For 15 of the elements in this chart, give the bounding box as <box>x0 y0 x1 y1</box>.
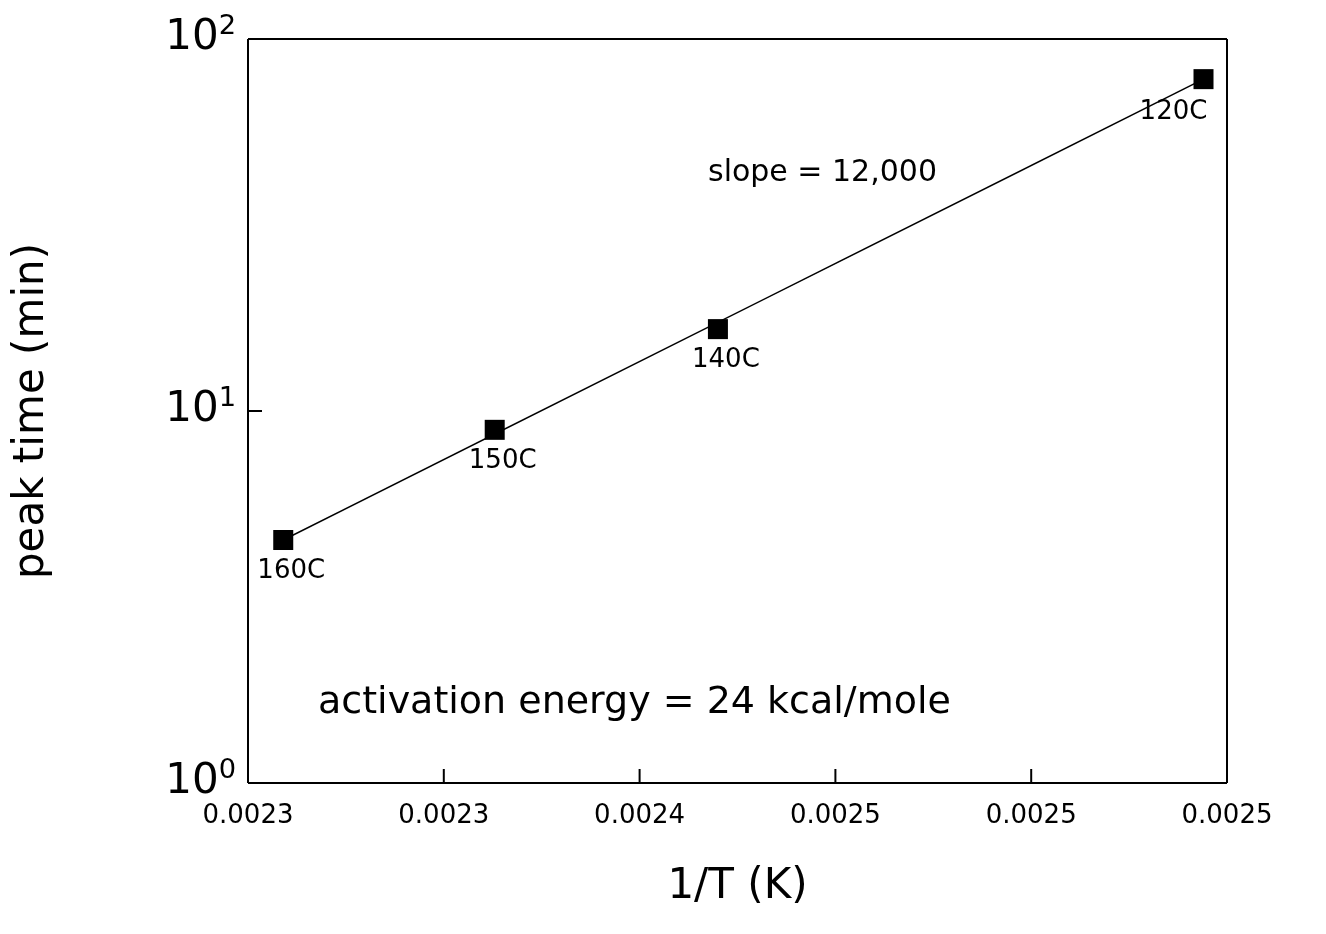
annotation: 120C <box>1139 95 1208 126</box>
x-tick-label: 0.0024 <box>594 799 686 830</box>
x-axis-title: 1/T (K) <box>667 859 808 908</box>
y-tick-label: 10$^{1}$ <box>165 380 236 431</box>
annotation: slope = 12,000 <box>708 153 937 188</box>
x-tick-label: 0.0025 <box>789 799 881 830</box>
annotation: 150C <box>468 443 537 474</box>
y-axis-title: peak time (min) <box>3 242 53 580</box>
annotation: 140C <box>692 343 760 374</box>
y-tick-label: 10$^{2}$ <box>165 8 236 59</box>
annotation: 160C <box>257 554 326 584</box>
x-tick-label: 0.0025 <box>1181 799 1273 830</box>
x-tick-label: 0.0023 <box>398 799 490 830</box>
annotation: activation energy = 24 kcal/mole <box>318 678 951 722</box>
x-tick-label: 0.0025 <box>985 799 1077 830</box>
